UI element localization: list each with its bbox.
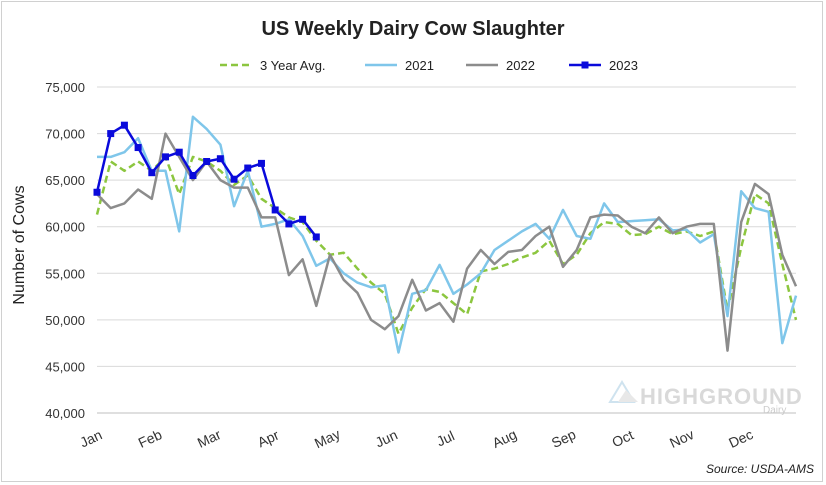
data-point-2023 — [312, 233, 320, 241]
series-line-1 — [97, 115, 798, 354]
data-point-2023 — [257, 159, 265, 167]
x-tick-label: Jul — [434, 427, 457, 449]
watermark-mountain-icon — [608, 380, 638, 403]
y-tick-label: 50,000 — [45, 313, 85, 328]
y-tick-label: 75,000 — [45, 80, 85, 95]
data-point-2023 — [230, 175, 238, 183]
x-tick-label: Feb — [136, 426, 165, 451]
x-tick-label: Mar — [195, 426, 224, 451]
data-point-2023 — [148, 169, 156, 177]
x-tick-label: Sep — [549, 426, 579, 451]
data-point-2023 — [175, 148, 183, 156]
series-line-0 — [95, 155, 798, 336]
source-note: Source: USDA-AMS — [705, 462, 814, 476]
legend-label: 2021 — [405, 58, 434, 73]
x-tick-label: Oct — [609, 427, 636, 451]
data-point-2023 — [93, 188, 101, 196]
y-tick-label: 60,000 — [45, 220, 85, 235]
x-tick-label: May — [312, 426, 343, 452]
data-point-2023 — [299, 215, 307, 223]
data-point-2023 — [107, 130, 115, 138]
series-lines — [93, 115, 798, 354]
data-point-2023 — [203, 158, 211, 166]
gridlines — [97, 86, 796, 367]
data-point-2023 — [189, 171, 197, 179]
data-point-2023 — [162, 153, 170, 161]
x-tick-label: Dec — [726, 426, 755, 451]
data-point-2023 — [285, 220, 293, 228]
legend-label: 2022 — [506, 58, 535, 73]
x-tick-label: Apr — [255, 426, 282, 450]
x-tick-label: Jan — [77, 426, 104, 450]
y-axis: 40,000 45,000 50,000 55,000 60,000 65,000 70,0… — [45, 80, 85, 421]
series-line-2 — [96, 132, 798, 352]
legend-label: 2023 — [609, 58, 638, 73]
watermark-text: HIGHGROUND — [640, 384, 803, 409]
y-tick-label: 45,000 — [45, 359, 85, 374]
legend-marker — [581, 61, 589, 69]
data-point-2023 — [244, 164, 252, 172]
x-tick-label: Jun — [373, 426, 400, 450]
legend-label: 3 Year Avg. — [260, 58, 326, 73]
y-tick-label: 55,000 — [45, 266, 85, 281]
data-point-2023 — [271, 206, 279, 214]
data-point-2023 — [216, 155, 224, 163]
y-tick-label: 40,000 — [45, 406, 85, 421]
data-point-2023 — [134, 144, 142, 152]
data-point-2023 — [120, 121, 128, 129]
y-axis-label: Number of Cows — [11, 185, 28, 304]
chart-title: US Weekly Dairy Cow Slaughter — [261, 18, 565, 40]
y-tick-label: 65,000 — [45, 173, 85, 188]
x-axis: Jan Feb Mar Apr May Jun Jul Aug Sep Oct Nov Dec — [77, 412, 796, 452]
watermark-subtext: Dairy — [763, 405, 787, 416]
y-tick-label: 70,000 — [45, 127, 85, 142]
x-tick-label: Aug — [490, 426, 519, 451]
x-tick-label: Nov — [667, 426, 696, 451]
legend: 3 Year Avg. 2021 2022 2023 — [220, 58, 638, 73]
